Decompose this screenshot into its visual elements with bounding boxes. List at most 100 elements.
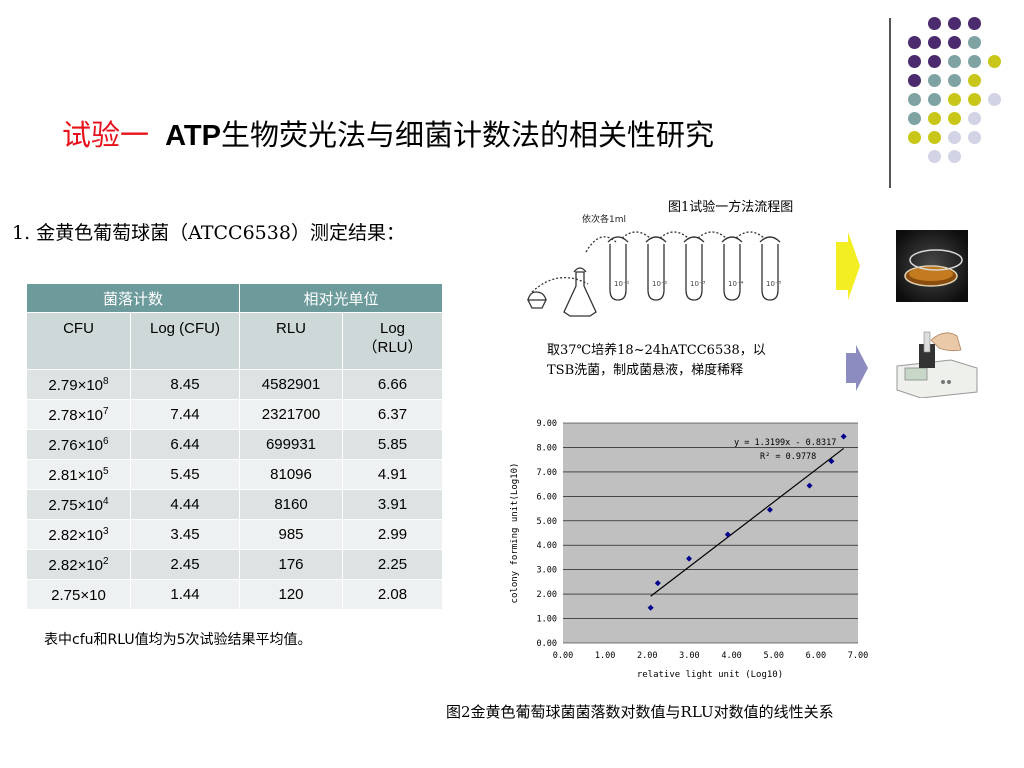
table-row: 2.78×107 7.44 2321700 6.37 bbox=[26, 399, 443, 430]
decor-dot bbox=[928, 150, 941, 163]
figure1-caption: 图1试验一方法流程图 bbox=[668, 200, 794, 215]
decor-dot bbox=[948, 17, 961, 30]
decor-dot bbox=[948, 112, 961, 125]
cell-cfu: 2.75×104 bbox=[26, 489, 131, 520]
y-tick-label: 3.00 bbox=[537, 566, 557, 576]
y-tick-label: 9.00 bbox=[537, 419, 557, 429]
decor-dot bbox=[928, 112, 941, 125]
y-tick-label: 7.00 bbox=[537, 468, 557, 478]
decor-dot bbox=[948, 74, 961, 87]
table-note: 表中cfu和RLU值均为5次试验结果平均值。 bbox=[44, 632, 312, 648]
cell-log-rlu: 2.08 bbox=[342, 579, 443, 610]
figure2-caption: 图2金黄色葡萄球菌菌落数对数值与RLU对数值的线性关系 bbox=[446, 703, 834, 721]
cell-cfu: 2.82×102 bbox=[26, 549, 131, 580]
sketch-label: 依次各1ml bbox=[582, 213, 626, 225]
procedure-description: 取37℃培养18~24hATCC6538，以 TSB洗菌，制成菌悬液，梯度稀释 bbox=[547, 341, 766, 381]
trend-line bbox=[650, 447, 845, 597]
decor-dot bbox=[948, 36, 961, 49]
subheader-rlu: RLU bbox=[239, 312, 343, 370]
decor-dot bbox=[988, 93, 1001, 106]
decor-dot bbox=[968, 93, 981, 106]
svg-text:10⁻⁵: 10⁻⁵ bbox=[766, 280, 782, 288]
x-tick-label: 4.00 bbox=[721, 651, 741, 661]
subheader-log-rlu: Log （RLU） bbox=[342, 312, 443, 370]
plot-area bbox=[563, 423, 858, 643]
divider-line bbox=[889, 18, 891, 188]
svg-text:10⁻¹: 10⁻¹ bbox=[614, 280, 630, 288]
table-row: 2.79×108 8.45 4582901 6.66 bbox=[26, 369, 443, 400]
cfu-base: 2.82×10 bbox=[48, 556, 104, 574]
scatter-chart: 0.00 1.00 2.00 3.00 4.00 5.00 6.00 7.00 8.00 9.00… bbox=[510, 419, 868, 680]
cell-log-rlu: 6.66 bbox=[342, 369, 443, 400]
decor-dot bbox=[988, 55, 1001, 68]
cell-rlu: 4582901 bbox=[239, 369, 343, 400]
cell-cfu: 2.79×108 bbox=[26, 369, 131, 400]
data-point bbox=[654, 580, 661, 587]
x-tick-label: 7.00 bbox=[848, 651, 868, 661]
title-bold-part: ATP bbox=[165, 120, 221, 152]
subheader-cfu: CFU bbox=[26, 312, 131, 370]
table-row: 2.82×103 3.45 985 2.99 bbox=[26, 519, 443, 550]
cell-rlu: 8160 bbox=[239, 489, 343, 520]
decor-dot bbox=[948, 93, 961, 106]
cell-rlu: 985 bbox=[239, 519, 343, 550]
cell-log-cfu: 3.45 bbox=[130, 519, 240, 550]
decor-dot bbox=[908, 36, 921, 49]
x-tick-label: 1.00 bbox=[595, 651, 615, 661]
cell-cfu: 2.81×105 bbox=[26, 459, 131, 490]
cfu-base: 2.75×10 bbox=[48, 496, 104, 514]
table-row: 2.82×102 2.45 176 2.25 bbox=[26, 549, 443, 580]
cell-rlu: 699931 bbox=[239, 429, 343, 460]
data-point bbox=[806, 482, 813, 489]
cell-log-cfu: 8.45 bbox=[130, 369, 240, 400]
y-tick-label: 2.00 bbox=[537, 590, 557, 600]
title-rest: 生物荧光法与细菌计数法的相关性研究 bbox=[221, 118, 715, 152]
table-row: 2.76×106 6.44 699931 5.85 bbox=[26, 429, 443, 460]
cell-log-rlu: 2.25 bbox=[342, 549, 443, 580]
x-tick-label: 5.00 bbox=[763, 651, 783, 661]
cell-log-cfu: 6.44 bbox=[130, 429, 240, 460]
x-tick-label: 2.00 bbox=[637, 651, 657, 661]
x-tick-label: 3.00 bbox=[679, 651, 699, 661]
cell-cfu: 2.82×103 bbox=[26, 519, 131, 550]
cell-rlu: 120 bbox=[239, 579, 343, 610]
tube-2-icon bbox=[647, 244, 665, 301]
cfu-exponent: 5 bbox=[103, 465, 109, 477]
cfu-base: 2.76×10 bbox=[48, 436, 104, 454]
cfu-base: 2.81×10 bbox=[48, 466, 104, 484]
decor-dot bbox=[968, 36, 981, 49]
procedure-line-1: 取37℃培养18~24hATCC6538，以 bbox=[547, 343, 766, 358]
subheader-log-cfu: Log (CFU) bbox=[130, 312, 240, 370]
y-tick-label: 5.00 bbox=[537, 517, 557, 527]
cell-log-cfu: 7.44 bbox=[130, 399, 240, 430]
y-axis-label: colony forming unit(Log10) bbox=[510, 463, 520, 604]
table-row: 2.75×10 1.44 120 2.08 bbox=[26, 579, 443, 610]
y-tick-label: 8.00 bbox=[537, 443, 557, 453]
cell-log-cfu: 5.45 bbox=[130, 459, 240, 490]
cell-log-rlu: 6.37 bbox=[342, 399, 443, 430]
procedure-line-2: TSB洗菌，制成菌悬液，梯度稀释 bbox=[547, 363, 744, 378]
equation-label: y = 1.3199x - 0.8317 bbox=[734, 438, 836, 448]
y-tick-label: 0.00 bbox=[537, 639, 557, 649]
cfu-base: 2.82×10 bbox=[48, 526, 104, 544]
tube-1-icon bbox=[609, 244, 627, 301]
cfu-base: 2.78×10 bbox=[48, 406, 104, 424]
decor-dot bbox=[908, 131, 921, 144]
cell-rlu: 81096 bbox=[239, 459, 343, 490]
cell-log-cfu: 1.44 bbox=[130, 579, 240, 610]
cfu-exponent: 7 bbox=[103, 405, 109, 417]
tube-3-icon bbox=[685, 244, 703, 301]
dilution-sketch: 10⁻¹ 10⁻² 10⁻³ 10⁻⁴ 10⁻⁵ 依次各1ml bbox=[526, 213, 782, 317]
decor-dot bbox=[948, 131, 961, 144]
cfu-exponent: 4 bbox=[103, 495, 109, 507]
decor-dot bbox=[928, 93, 941, 106]
y-tick-label: 6.00 bbox=[537, 492, 557, 502]
decor-dot bbox=[928, 55, 941, 68]
decor-dot bbox=[928, 131, 941, 144]
header-rlu: 相对光单位 bbox=[239, 283, 443, 313]
decor-dot bbox=[928, 36, 941, 49]
y-tick-label: 4.00 bbox=[537, 541, 557, 551]
cell-log-rlu: 3.91 bbox=[342, 489, 443, 520]
x-tick-label: 6.00 bbox=[806, 651, 826, 661]
cfu-exponent: 3 bbox=[103, 525, 109, 537]
